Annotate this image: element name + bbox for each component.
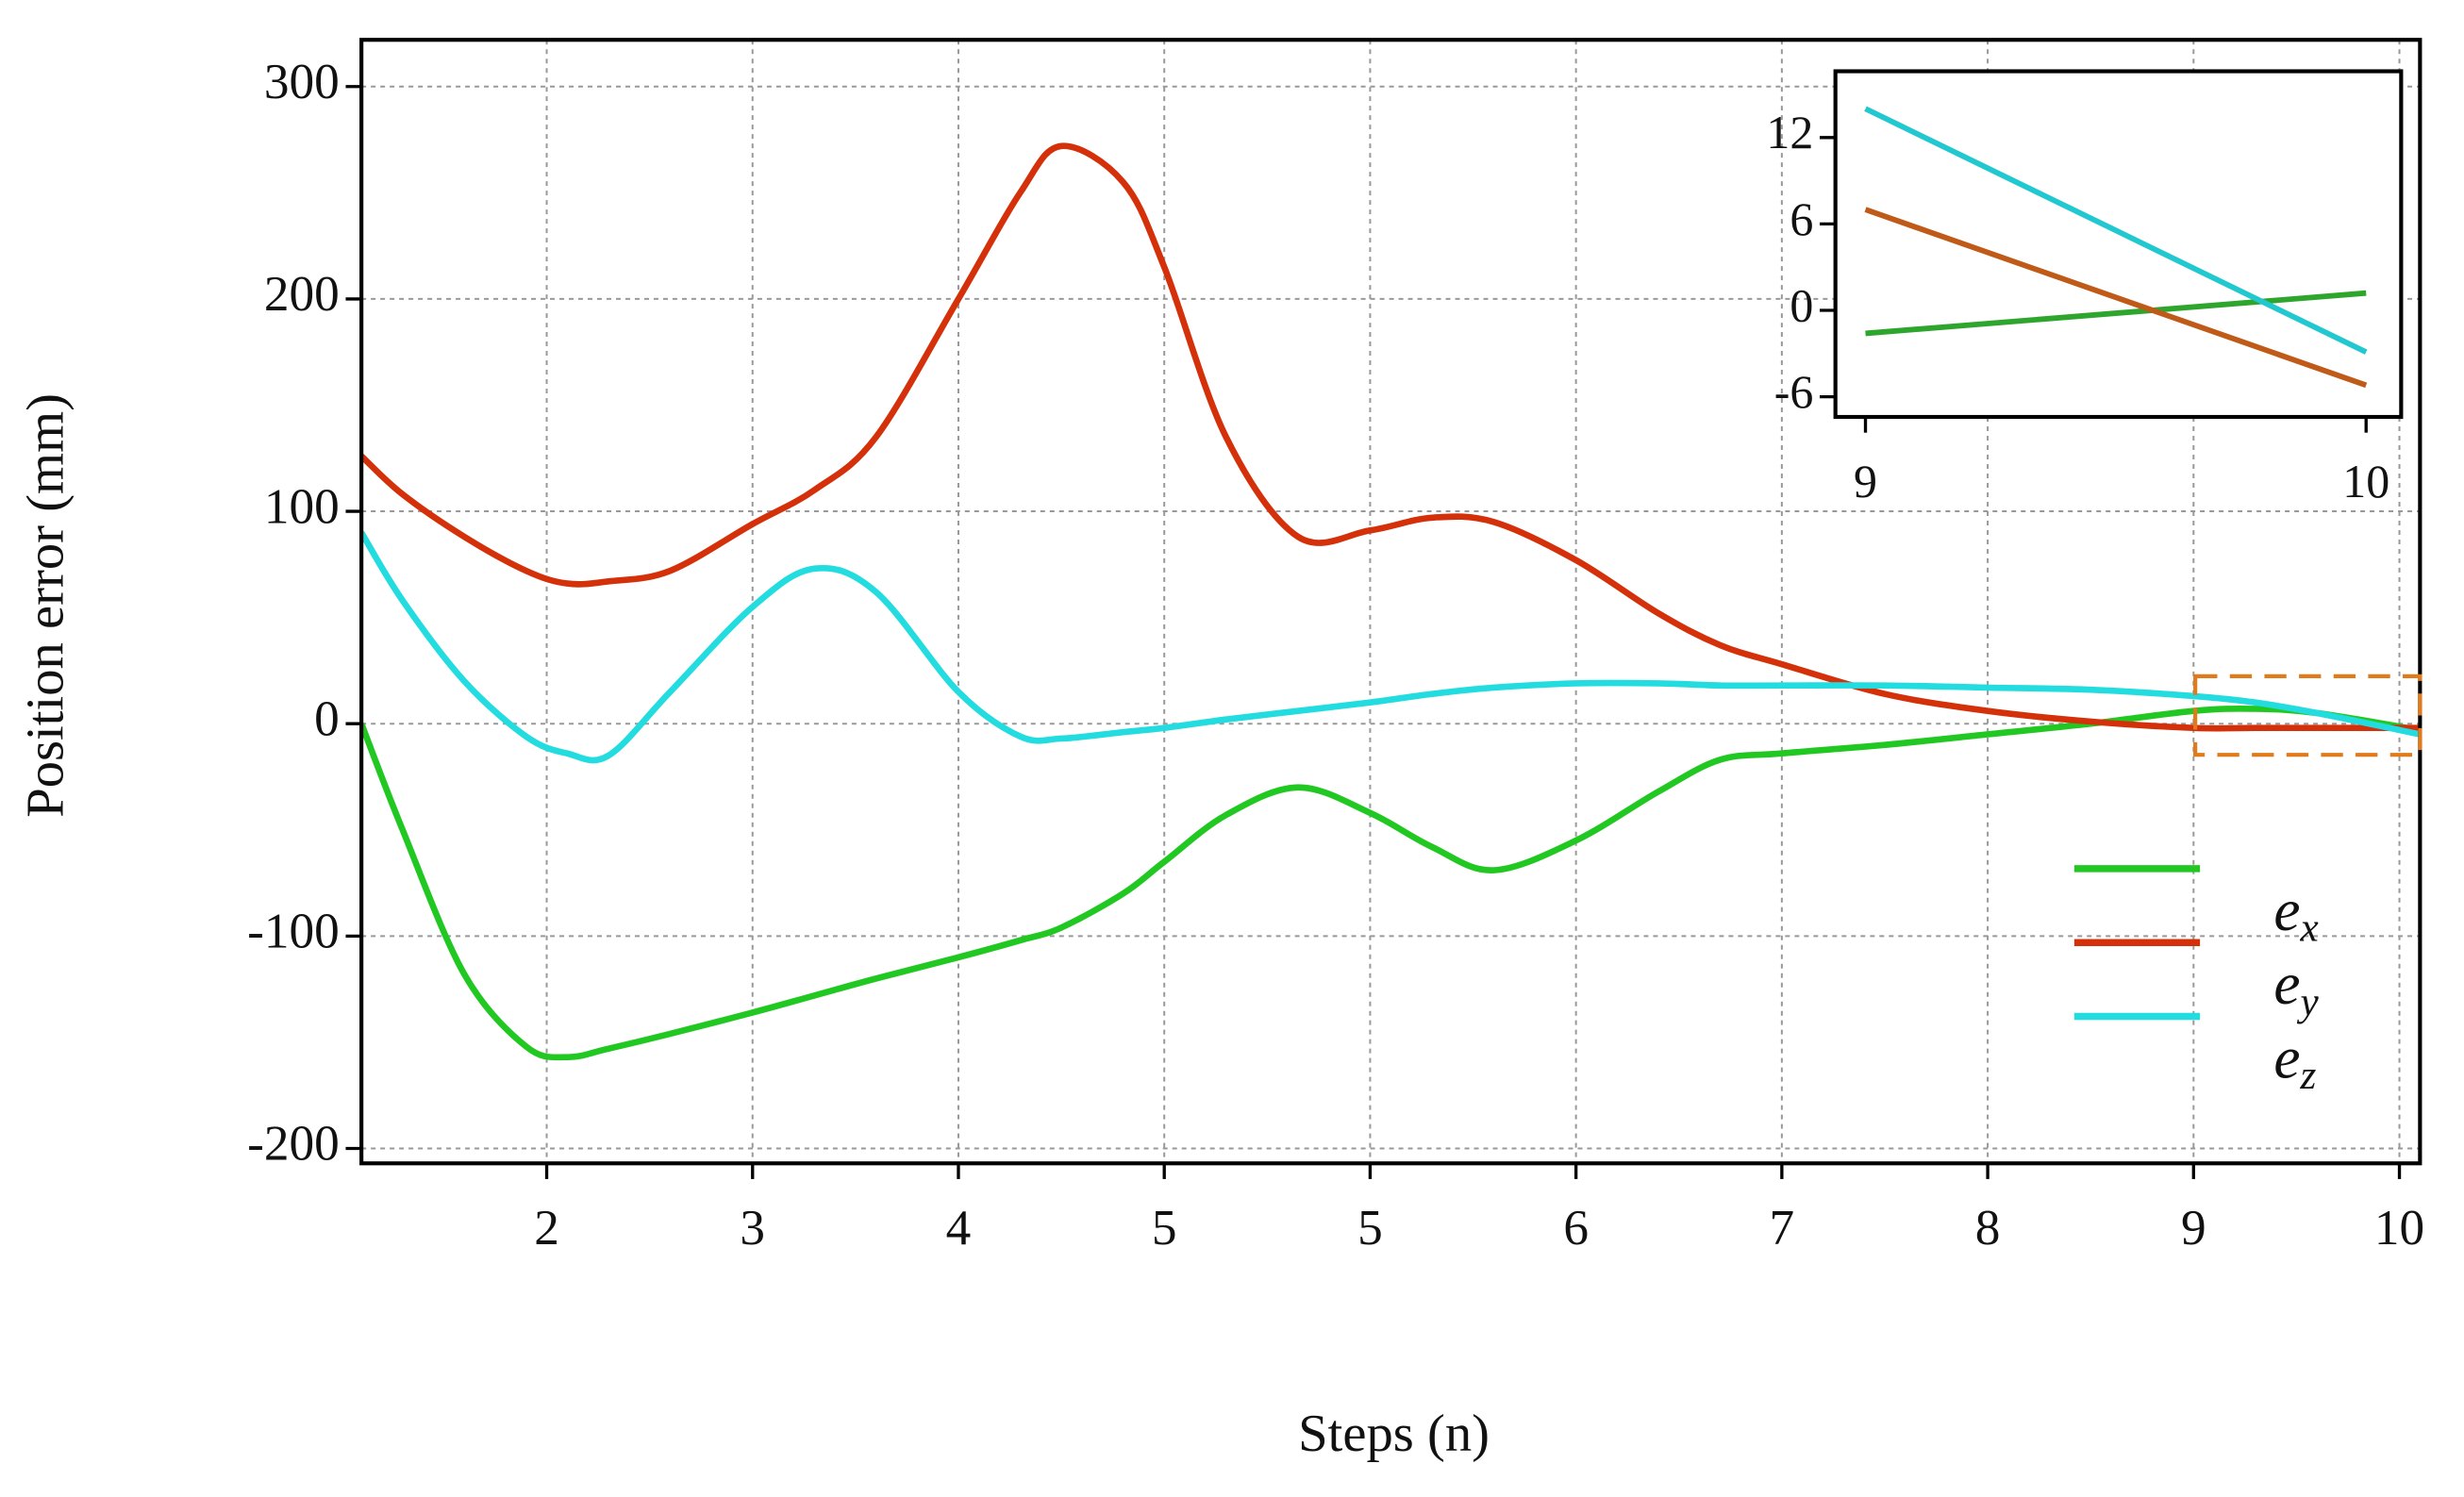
x-axis-title: Steps (n): [1298, 1405, 1490, 1463]
legend-label-base: e: [2273, 876, 2300, 942]
plot-frame: [1833, 69, 2404, 420]
plot-frame: [359, 38, 2422, 1166]
legend-label-base: e: [2273, 951, 2300, 1017]
x-tick-label: 10: [2374, 1200, 2424, 1256]
x-tick-label: 2: [534, 1200, 559, 1256]
x-tick-label: 10: [2342, 455, 2389, 507]
y-tick-label: 6: [1790, 192, 1813, 245]
series-line: [1864, 106, 2368, 355]
x-tick-label: 4: [946, 1200, 972, 1256]
y-tick-label: 0: [314, 690, 340, 746]
inset-background: [1835, 71, 2402, 418]
y-tick-label: -100: [247, 904, 340, 959]
y-tick-label: -6: [1774, 365, 1814, 418]
x-tick-label: 7: [1770, 1200, 1795, 1256]
legend-label-subscript: x: [2300, 906, 2319, 951]
y-tick-label: 100: [264, 478, 340, 534]
y-tick-label: 0: [1790, 278, 1813, 331]
y-axis-title: Position error (mm): [16, 393, 75, 818]
series-line: [361, 142, 2421, 732]
legend-label: ey: [2273, 951, 2319, 1024]
x-tick-label: 8: [1975, 1200, 2001, 1256]
legend-label-subscript: y: [2297, 979, 2320, 1024]
x-tick-label: 5: [1152, 1200, 1177, 1256]
legend-label: ex: [2273, 876, 2318, 950]
x-tick-label: 3: [740, 1200, 765, 1256]
series-line: [361, 705, 2421, 1061]
zoom-region-box: [2193, 674, 2422, 757]
y-tick-label: 200: [264, 266, 340, 322]
series-line: [361, 530, 2421, 764]
x-tick-label: 9: [1854, 455, 1877, 507]
x-tick-label: 9: [2181, 1200, 2206, 1256]
legend-label: ez: [2273, 1024, 2316, 1098]
series-line: [1864, 207, 2368, 389]
y-tick-label: 300: [264, 54, 340, 109]
legend-label-base: e: [2273, 1024, 2300, 1090]
x-tick-label: 6: [1563, 1200, 1589, 1256]
y-tick-label: -200: [247, 1116, 340, 1172]
y-tick-label: 12: [1766, 106, 1813, 158]
series-line: [1865, 290, 2367, 337]
legend-label-subscript: z: [2300, 1053, 2317, 1098]
x-tick-label: 5: [1357, 1200, 1383, 1256]
